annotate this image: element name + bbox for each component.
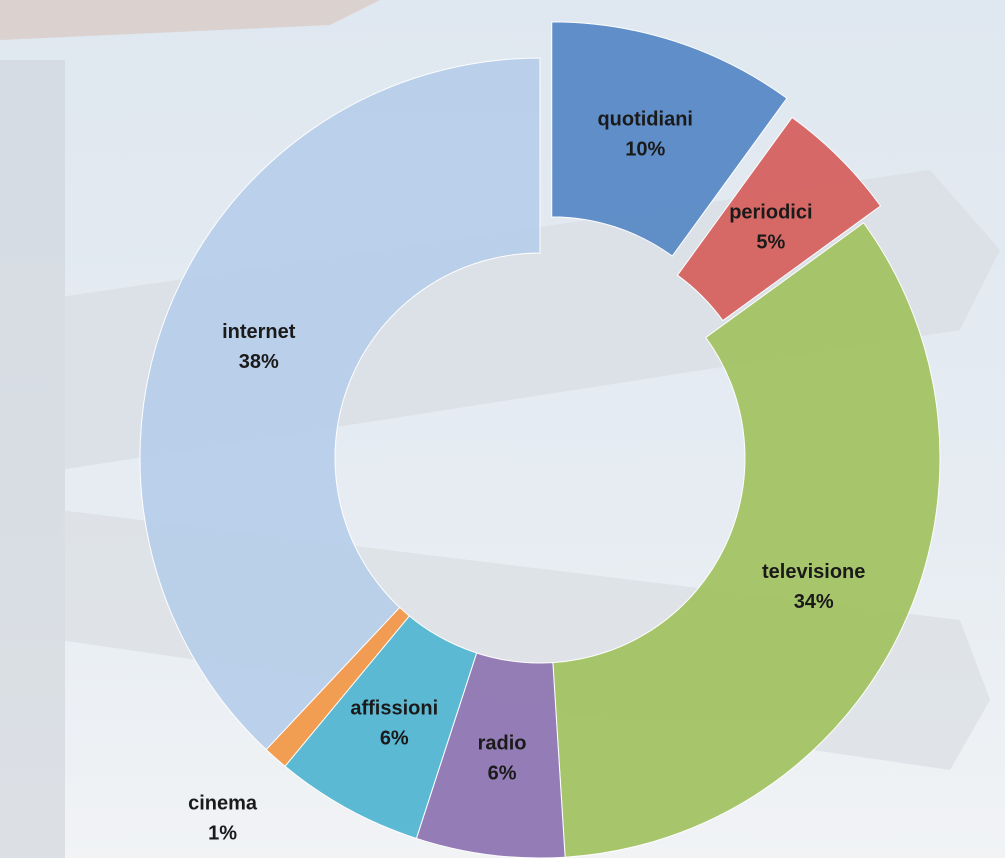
slice-category-label: internet (222, 321, 296, 343)
slice-value-label: 6% (380, 727, 409, 749)
slice-category-label: cinema (188, 792, 258, 814)
slice-value-label: 6% (488, 762, 517, 784)
slice-value-label: 5% (756, 231, 785, 253)
slice-value-label: 34% (794, 591, 834, 613)
slice-category-label: affissioni (350, 697, 438, 719)
slice-category-label: periodici (729, 201, 812, 223)
slice-value-label: 10% (625, 138, 665, 160)
slice-value-label: 38% (239, 351, 279, 373)
slice-category-label: quotidiani (597, 108, 693, 130)
slice-value-label: 1% (208, 822, 237, 844)
slice-category-label: radio (478, 732, 527, 754)
chart: quotidiani 10% periodici 5% televisione 34% ra… (0, 0, 1005, 858)
slice-category-label: televisione (762, 561, 865, 583)
post (0, 60, 65, 858)
page: quotidiani 10% periodici 5% televisione 34% ra… (0, 0, 1005, 858)
